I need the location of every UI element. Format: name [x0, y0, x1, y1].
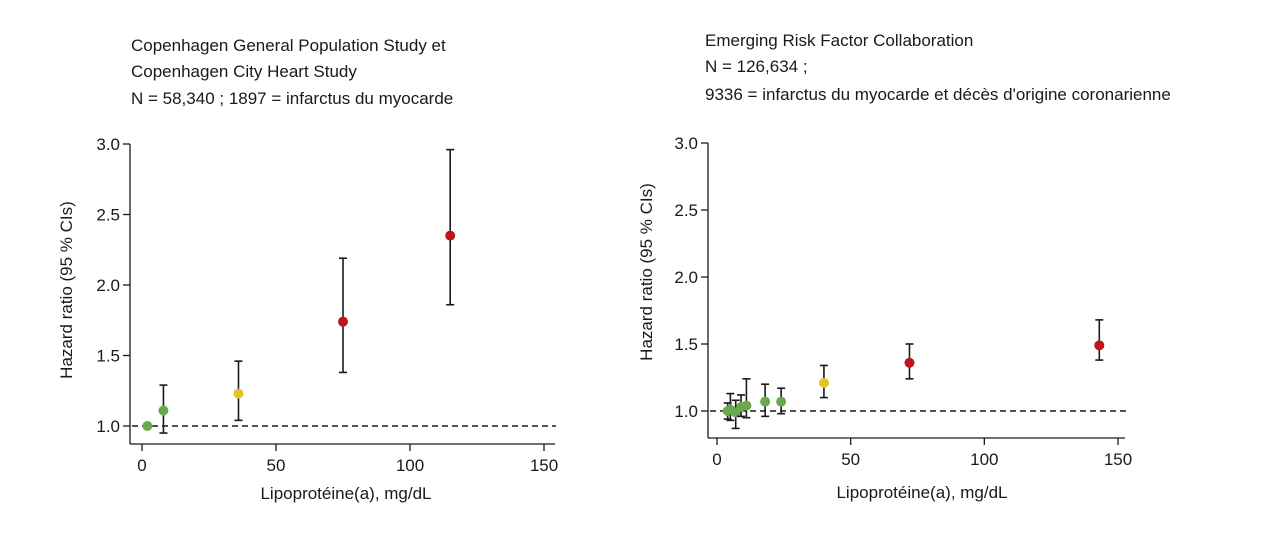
chart-right-y-tick-label: 2.5: [674, 201, 698, 220]
chart-left-x-tick-label: 150: [530, 456, 558, 475]
chart-left-x-tick-label: 100: [396, 456, 424, 475]
chart-right-x-tick-label: 0: [712, 450, 721, 469]
chart-right-point: [741, 400, 752, 411]
chart-left-points: [142, 148, 456, 434]
chart-left-y-tick-label: 2.5: [96, 206, 120, 225]
chart-left-point: [445, 230, 456, 241]
chart-right-x-tick-label: 150: [1104, 450, 1132, 469]
chart-right-x-ticks: 0 50 100 150: [712, 438, 1132, 469]
chart-right-point: [904, 357, 915, 368]
chart-left-y-tick-label: 2.0: [96, 276, 120, 295]
chart-left: Copenhagen General Population Study et C…: [57, 36, 558, 503]
chart-right-points: [722, 319, 1105, 430]
chart-left-title-line-1: Copenhagen General Population Study et: [131, 36, 446, 55]
chart-left-y-tick-label: 1.0: [96, 417, 120, 436]
chart-right-title-line-2: N = 126,634 ;: [705, 57, 808, 76]
chart-left-x-ticks: 0 50 100 150: [137, 444, 558, 475]
chart-left-point: [142, 421, 153, 431]
chart-left-point: [233, 388, 244, 399]
chart-left-y-axis-label: Hazard ratio (95 % CIs): [57, 201, 76, 379]
chart-right-point: [818, 377, 829, 388]
chart-right-title-line-1: Emerging Risk Factor Collaboration: [705, 31, 973, 50]
chart-right-x-axis-label: Lipoprotéine(a), mg/dL: [836, 483, 1007, 502]
chart-right-y-tick-label: 1.5: [674, 335, 698, 354]
chart-right-x-tick-label: 50: [841, 450, 860, 469]
chart-right-y-tick-label: 3.0: [674, 134, 698, 153]
chart-right-y-axis-label: Hazard ratio (95 % CIs): [637, 183, 656, 361]
chart-left-x-tick-label: 50: [267, 456, 286, 475]
chart-left-point: [158, 405, 169, 416]
chart-right-y-tick-label: 2.0: [674, 268, 698, 287]
chart-right-point: [1094, 340, 1105, 351]
chart-left-x-tick-label: 0: [137, 456, 146, 475]
chart-left-y-tick-label: 1.5: [96, 347, 120, 366]
chart-right: Emerging Risk Factor Collaboration N = 1…: [637, 31, 1171, 502]
chart-left-title-line-3: N = 58,340 ; 1897 = infarctus du myocard…: [131, 89, 453, 108]
chart-right-y-tick-label: 1.0: [674, 402, 698, 421]
chart-left-point: [338, 316, 348, 327]
chart-right-point: [760, 396, 771, 407]
chart-right-point: [776, 396, 787, 407]
chart-left-y-ticks: 1.0 1.5 2.0 2.5 3.0: [96, 135, 130, 436]
chart-left-title-line-2: Copenhagen City Heart Study: [131, 62, 357, 81]
chart-right-title-line-3: 9336 = infarctus du myocarde et décès d'…: [705, 85, 1171, 104]
chart-right-x-tick-label: 100: [970, 450, 998, 469]
chart-right-y-ticks: 1.0 1.5 2.0 2.5 3.0: [674, 134, 708, 421]
chart-left-x-axis-label: Lipoprotéine(a), mg/dL: [260, 484, 431, 503]
chart-left-y-tick-label: 3.0: [96, 135, 120, 154]
